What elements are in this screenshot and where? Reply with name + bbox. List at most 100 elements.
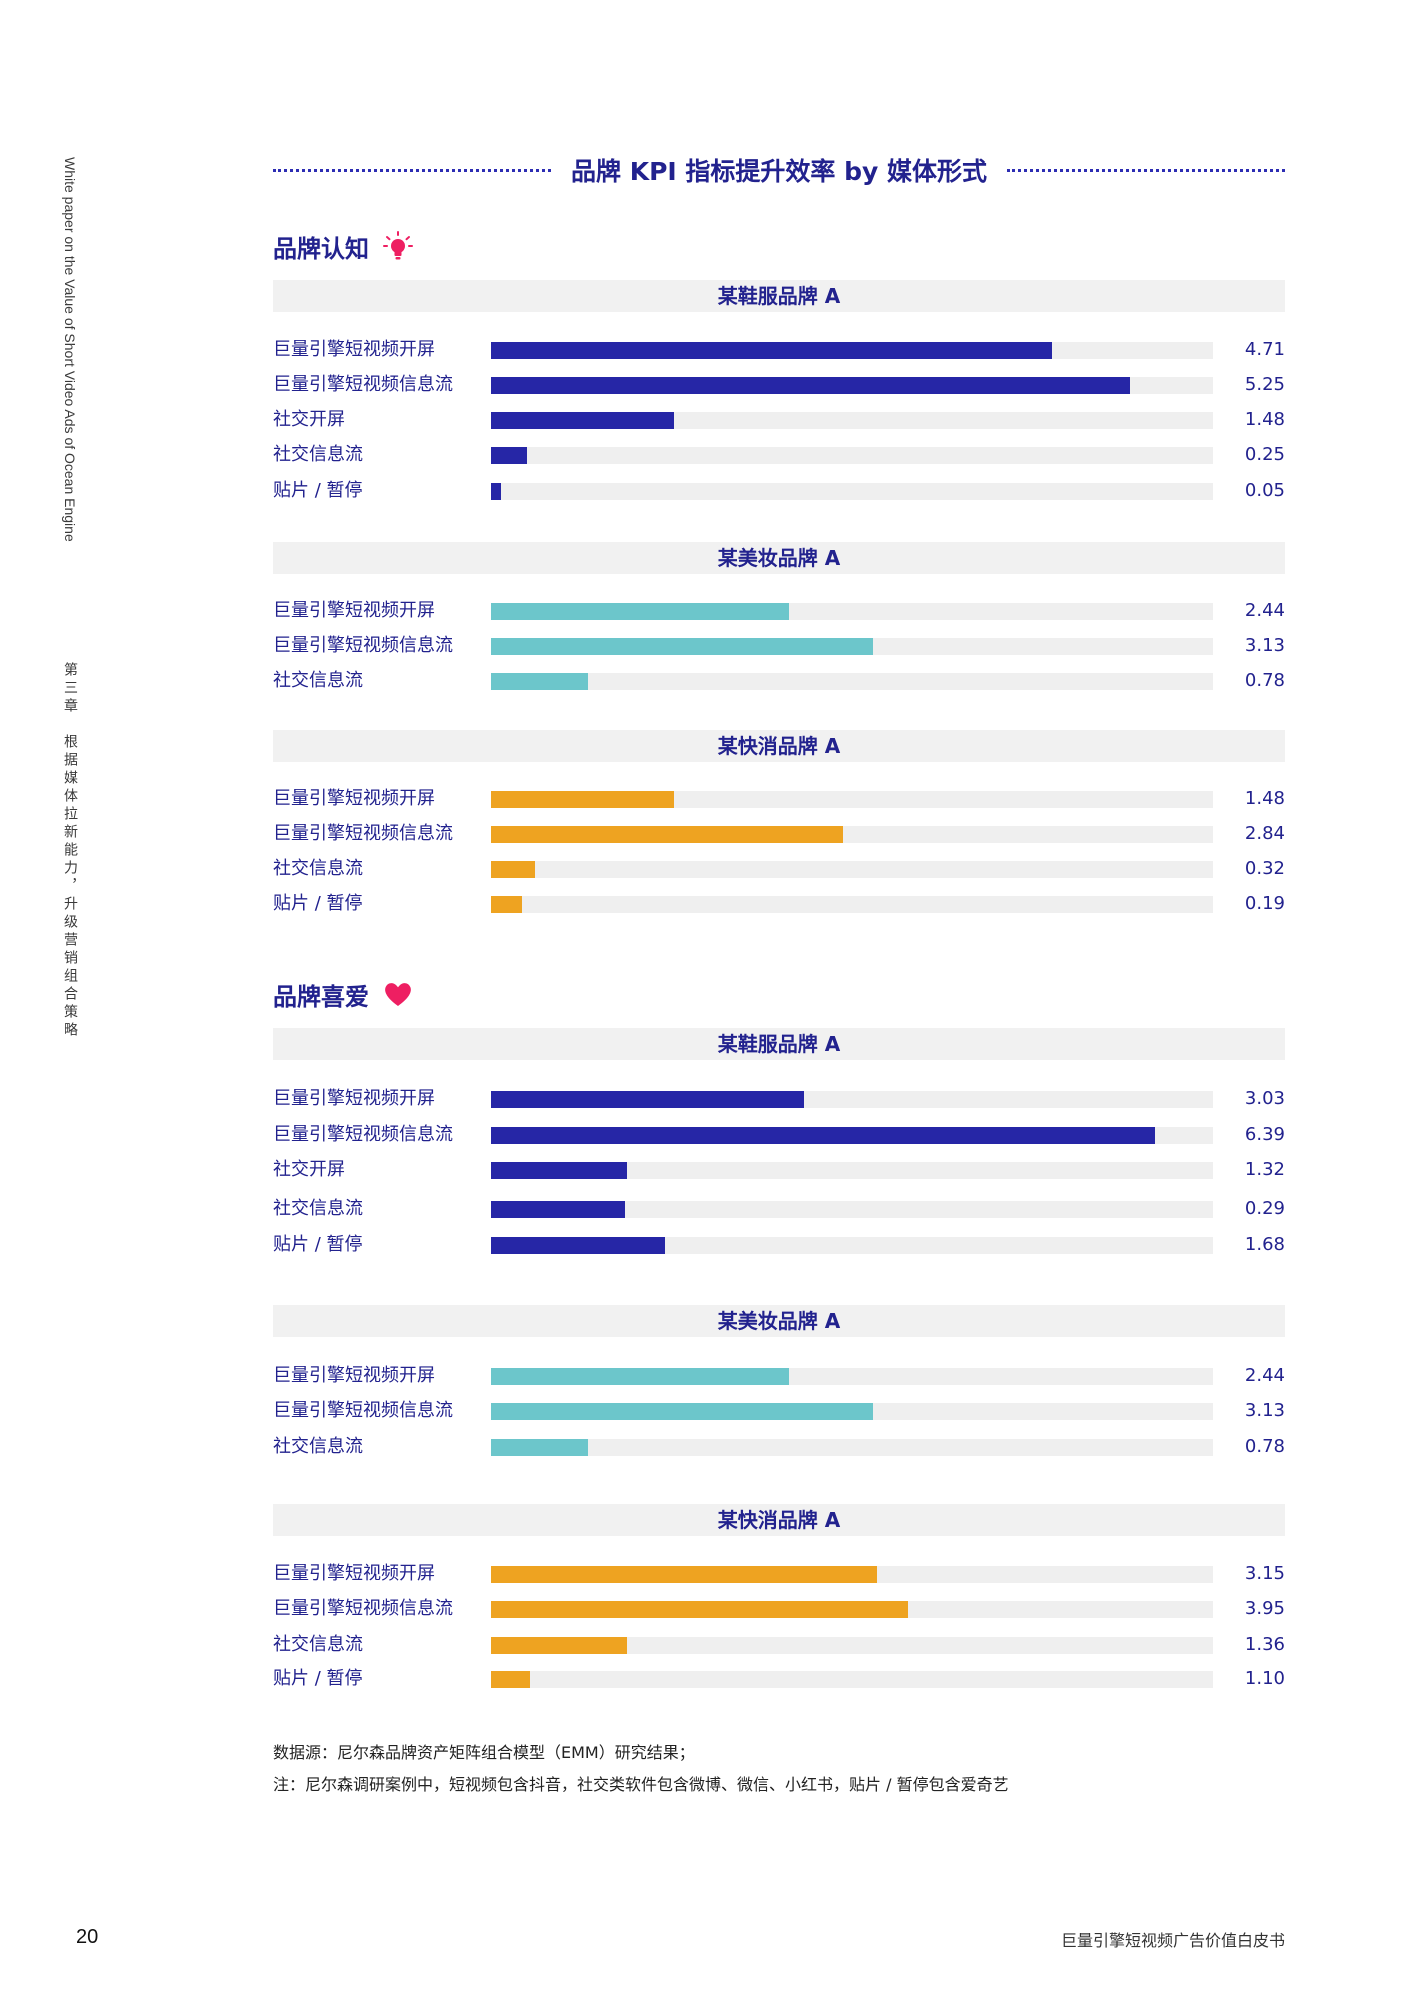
bar-fill	[491, 1566, 877, 1583]
bar-row: 贴片 / 暂停 0.05	[273, 478, 1285, 504]
bar-row: 巨量引擎短视频信息流 3.95	[273, 1596, 1285, 1622]
bar-value-label: 2.44	[1244, 1365, 1285, 1386]
bar-value-label: 5.25	[1244, 374, 1285, 395]
bar-row: 贴片 / 暂停 1.10	[273, 1666, 1285, 1692]
bar-row: 巨量引擎短视频开屏 2.44	[273, 598, 1285, 624]
footer-title: 巨量引擎短视频广告价值白皮书	[1060, 1931, 1285, 1950]
bar-fill	[491, 1127, 1156, 1144]
bar-track	[491, 826, 1213, 843]
bar-row: 巨量引擎短视频开屏 1.48	[273, 786, 1285, 812]
bar-fill	[491, 483, 502, 500]
bar-label: 社交开屏	[273, 409, 345, 430]
bar-fill	[491, 603, 790, 620]
bar-fill	[491, 1671, 530, 1688]
bar-label: 巨量引擎短视频开屏	[273, 600, 435, 621]
bar-track	[491, 1566, 1213, 1583]
bar-fill	[491, 447, 528, 464]
bar-fill	[491, 638, 873, 655]
bar-value-label: 1.48	[1244, 788, 1285, 809]
data-source-note: 数据源：尼尔森品牌资产矩阵组合模型（EMM）研究结果；	[273, 1743, 695, 1762]
bar-fill	[491, 412, 675, 429]
bar-track	[491, 342, 1213, 359]
bar-track	[491, 447, 1213, 464]
bar-fill	[491, 1637, 627, 1654]
bar-label: 巨量引擎短视频开屏	[273, 1365, 435, 1386]
bar-value-label: 0.29	[1244, 1198, 1285, 1219]
bar-value-label: 4.71	[1244, 339, 1285, 360]
bar-row: 巨量引擎短视频开屏 2.44	[273, 1363, 1285, 1389]
bar-track	[491, 1671, 1213, 1688]
bar-row: 巨量引擎短视频开屏 4.71	[273, 337, 1285, 363]
bar-label: 社交信息流	[273, 670, 363, 691]
bar-track	[491, 1637, 1213, 1654]
bar-track	[491, 1368, 1213, 1385]
bar-label: 社交信息流	[273, 1436, 363, 1457]
bar-value-label: 6.39	[1244, 1124, 1285, 1145]
bar-fill	[491, 1162, 627, 1179]
bar-fill	[491, 1368, 790, 1385]
bar-row: 社交信息流 0.25	[273, 442, 1285, 468]
lightbulb-icon	[383, 231, 413, 261]
group-header: 某鞋服品牌 A	[273, 280, 1285, 312]
bar-track	[491, 1439, 1213, 1456]
bar-track	[491, 412, 1213, 429]
bar-row: 社交信息流 0.78	[273, 668, 1285, 694]
bar-value-label: 3.95	[1244, 1598, 1285, 1619]
bar-fill	[491, 673, 588, 690]
bar-track	[491, 1127, 1213, 1144]
section-title-text: 品牌认知	[273, 234, 369, 263]
bar-track	[491, 896, 1213, 913]
bar-track	[491, 1091, 1213, 1108]
bar-fill	[491, 896, 522, 913]
bar-row: 巨量引擎短视频信息流 6.39	[273, 1122, 1285, 1148]
bar-row: 社交信息流 0.29	[273, 1196, 1285, 1222]
bar-track	[491, 1601, 1213, 1618]
bar-label: 巨量引擎短视频信息流	[273, 374, 453, 395]
bar-row: 社交开屏 1.32	[273, 1157, 1285, 1183]
title-dotted-rule-right	[1007, 168, 1286, 172]
bar-fill	[491, 1601, 909, 1618]
bar-track	[491, 638, 1213, 655]
bar-value-label: 2.84	[1244, 823, 1285, 844]
bar-label: 巨量引擎短视频信息流	[273, 1400, 453, 1421]
page-number: 20	[76, 1926, 99, 1948]
bar-fill	[491, 1439, 588, 1456]
bar-value-label: 3.03	[1244, 1088, 1285, 1109]
bar-fill	[491, 826, 844, 843]
bar-label: 社交信息流	[273, 858, 363, 879]
bar-label: 社交信息流	[273, 1198, 363, 1219]
bar-value-label: 3.13	[1244, 635, 1285, 656]
bar-value-label: 0.19	[1244, 893, 1285, 914]
bar-value-label: 1.32	[1244, 1159, 1285, 1180]
bar-track	[491, 603, 1213, 620]
bar-track	[491, 1237, 1213, 1254]
bar-row: 巨量引擎短视频开屏 3.15	[273, 1561, 1285, 1587]
bar-label: 巨量引擎短视频信息流	[273, 635, 453, 656]
bar-label: 巨量引擎短视频开屏	[273, 1563, 435, 1584]
bar-row: 社交开屏 1.48	[273, 407, 1285, 433]
bar-value-label: 0.78	[1244, 1436, 1285, 1457]
bar-value-label: 0.32	[1244, 858, 1285, 879]
bar-label: 贴片 / 暂停	[273, 893, 363, 914]
bar-row: 社交信息流 0.78	[273, 1434, 1285, 1460]
bar-label: 贴片 / 暂停	[273, 480, 363, 501]
bar-label: 巨量引擎短视频信息流	[273, 823, 453, 844]
bar-track	[491, 1162, 1213, 1179]
title-dotted-rule-left	[273, 168, 551, 172]
bar-track	[491, 861, 1213, 878]
section-title-text: 品牌喜爱	[273, 982, 369, 1011]
bar-row: 贴片 / 暂停 1.68	[273, 1232, 1285, 1258]
bar-fill	[491, 1403, 873, 1420]
bar-label: 贴片 / 暂停	[273, 1668, 363, 1689]
bar-fill	[491, 377, 1130, 394]
bar-label: 巨量引擎短视频信息流	[273, 1598, 453, 1619]
bar-track	[491, 377, 1213, 394]
bar-fill	[491, 342, 1052, 359]
bar-label: 巨量引擎短视频开屏	[273, 1088, 435, 1109]
section-title: 品牌认知	[273, 228, 413, 264]
bar-track	[491, 673, 1213, 690]
group-header: 某快消品牌 A	[273, 730, 1285, 762]
bar-value-label: 3.13	[1244, 1400, 1285, 1421]
group-header: 某美妆品牌 A	[273, 542, 1285, 574]
bar-value-label: 1.36	[1244, 1634, 1285, 1655]
